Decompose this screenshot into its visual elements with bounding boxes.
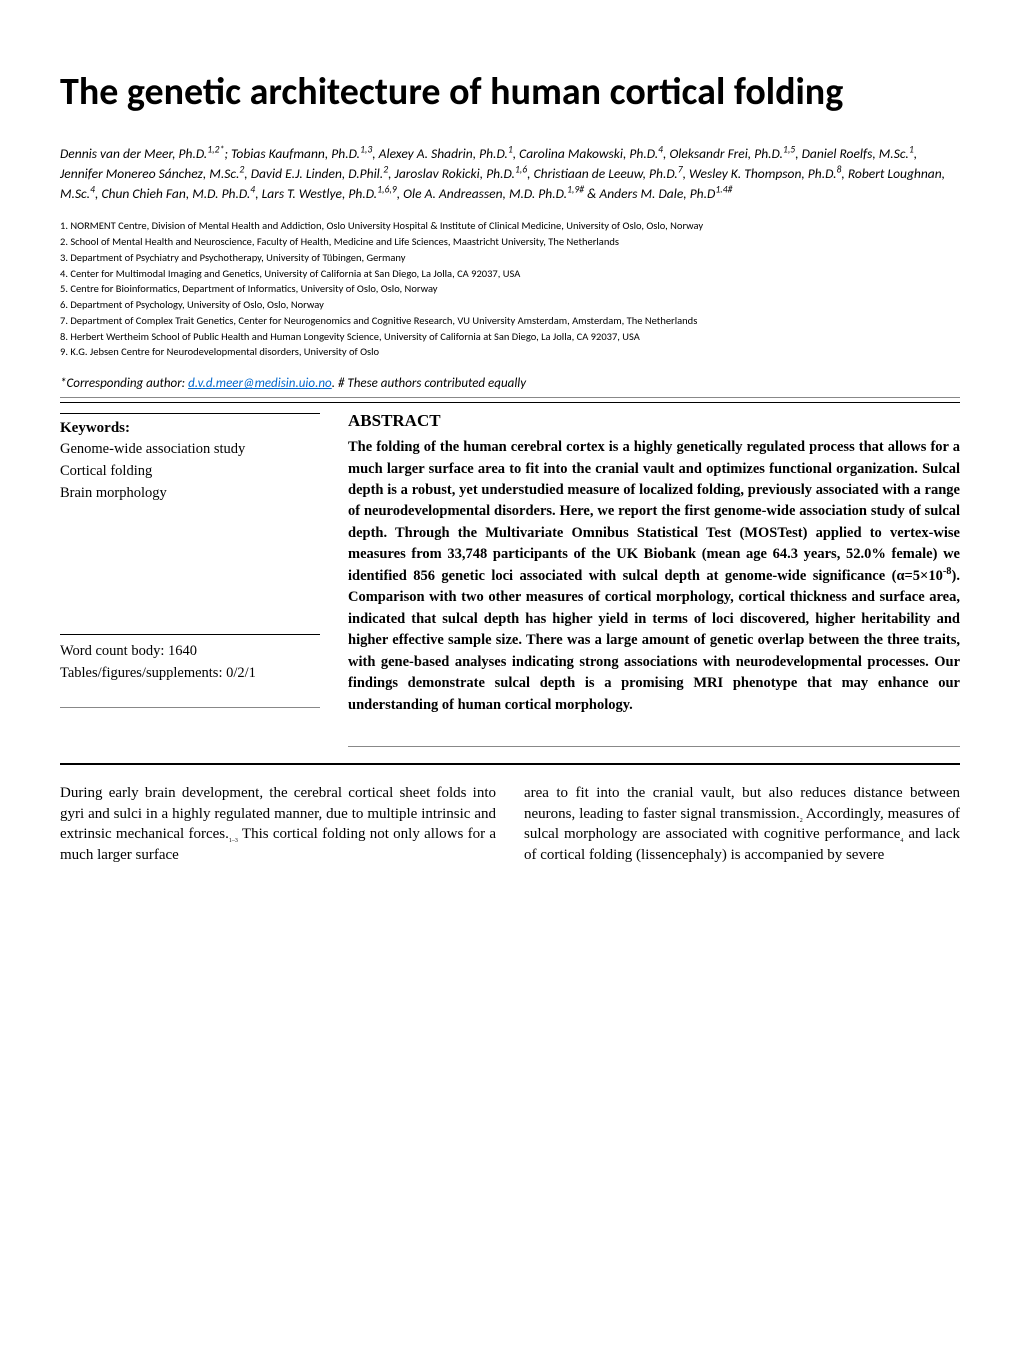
affiliations-item: 5. Centre for Bioinformatics, Department… bbox=[60, 281, 960, 297]
keywords-list: Genome-wide association studyCortical fo… bbox=[60, 439, 320, 504]
corresponding-email-link[interactable]: d.v.d.meer@medisin.uio.no bbox=[188, 376, 332, 391]
left-bottom-divider bbox=[60, 707, 320, 708]
keywords-abstract-row: Keywords: Genome-wide association studyC… bbox=[60, 402, 960, 759]
body-columns: During early brain development, the cere… bbox=[60, 783, 960, 866]
keywords-item: Brain morphology bbox=[60, 483, 320, 505]
affiliations-item: 3. Department of Psychiatry and Psychoth… bbox=[60, 250, 960, 266]
left-column: Keywords: Genome-wide association studyC… bbox=[60, 411, 320, 759]
affiliations-item: 6. Department of Psychology, University … bbox=[60, 297, 960, 313]
affiliations-item: 2. School of Mental Health and Neuroscie… bbox=[60, 234, 960, 250]
abstract-body: The folding of the human cerebral cortex… bbox=[348, 437, 960, 716]
keywords-heading: Keywords: bbox=[60, 413, 320, 437]
tables-figures-count: Tables/figures/supplements: 0/2/1 bbox=[60, 663, 320, 685]
title: The genetic architecture of human cortic… bbox=[60, 70, 960, 116]
body-column-2: area to fit into the cranial vault, but … bbox=[524, 783, 960, 866]
corresponding-prefix: *Corresponding author: bbox=[60, 376, 188, 391]
affiliations-item: 1. NORMENT Centre, Division of Mental He… bbox=[60, 218, 960, 234]
affiliations-item: 8. Herbert Wertheim School of Public Hea… bbox=[60, 329, 960, 345]
corresponding-suffix: . # These authors contributed equally bbox=[332, 376, 526, 391]
right-column: ABSTRACT The folding of the human cerebr… bbox=[348, 411, 960, 759]
body-column-1: During early brain development, the cere… bbox=[60, 783, 496, 866]
affiliation-list: 1. NORMENT Centre, Division of Mental He… bbox=[60, 218, 960, 360]
keywords-item: Cortical folding bbox=[60, 461, 320, 483]
word-count: Word count body: 1640 bbox=[60, 641, 320, 663]
wordcount-block: Word count body: 1640 Tables/figures/sup… bbox=[60, 634, 320, 685]
keywords-item: Genome-wide association study bbox=[60, 439, 320, 461]
corresponding-author: *Corresponding author: d.v.d.meer@medisi… bbox=[60, 376, 960, 398]
right-bottom-divider bbox=[348, 746, 960, 747]
affiliations-item: 9. K.G. Jebsen Centre for Neurodevelopme… bbox=[60, 344, 960, 360]
author-list: Dennis van der Meer, Ph.D.1,2*; Tobias K… bbox=[60, 144, 960, 205]
abstract-heading: ABSTRACT bbox=[348, 411, 960, 431]
affiliations-item: 7. Department of Complex Trait Genetics,… bbox=[60, 313, 960, 329]
section-rule bbox=[60, 763, 960, 773]
affiliations-item: 4. Center for Multimodal Imaging and Gen… bbox=[60, 266, 960, 282]
